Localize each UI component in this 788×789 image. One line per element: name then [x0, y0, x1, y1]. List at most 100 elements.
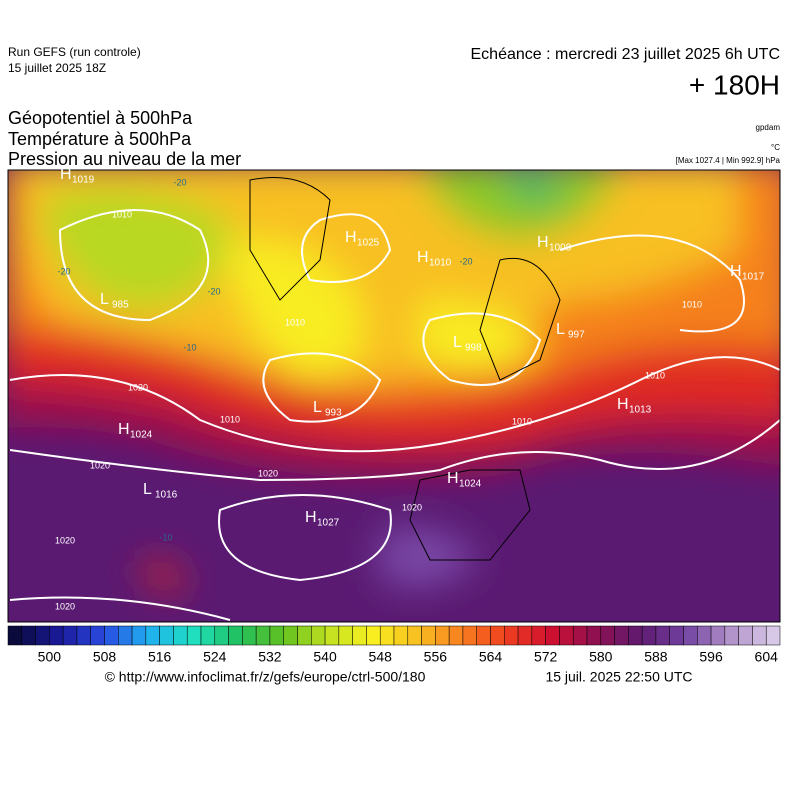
source: © http://www.infoclimat.fr/z/gefs/europe…	[105, 669, 426, 685]
issued: 15 juil. 2025 22:50 UTC	[545, 669, 692, 685]
center-value: 997	[568, 330, 585, 341]
colorbar-swatch	[655, 625, 670, 646]
colorbar-label: 532	[258, 649, 282, 665]
colorbar-label: 596	[699, 649, 723, 665]
center-value: 1016	[155, 490, 178, 501]
colorbar-swatch	[7, 625, 23, 646]
center-letter: L	[143, 481, 152, 498]
colorbar-swatch	[641, 625, 657, 646]
colorbar-swatch	[710, 625, 726, 646]
colorbar-swatch	[586, 625, 602, 646]
center-letter: L	[313, 399, 322, 416]
colorbar-swatch	[683, 625, 698, 646]
colorbar-swatch	[255, 625, 271, 646]
colorbar-swatch	[228, 625, 243, 646]
colorbar-swatch	[669, 625, 684, 646]
map	[8, 170, 780, 622]
center-letter: H	[305, 509, 317, 526]
center-letter: H	[60, 166, 72, 183]
center-letter: H	[118, 421, 130, 438]
lead-time: + 180H	[689, 69, 780, 100]
colorbar-swatch	[738, 625, 753, 646]
unit: gpdam	[756, 123, 781, 132]
colorbar-swatch	[435, 625, 450, 646]
center-value: 1024	[130, 430, 153, 441]
unit: °C	[771, 143, 780, 152]
title: Température à 500hPa	[8, 129, 192, 149]
colorbar-swatch	[283, 625, 298, 646]
colorbar-swatch	[531, 625, 546, 646]
colorbar-swatch	[338, 625, 353, 646]
center-value: 1019	[72, 175, 95, 186]
colorbar-swatch	[62, 625, 78, 646]
colorbar-swatch	[173, 625, 188, 646]
unit: [Max 1027.4 | Min 992.9] hPa	[676, 156, 781, 165]
run: Run GEFS (run controle)	[8, 45, 141, 59]
colorbar-swatch	[407, 625, 422, 646]
colorbar-swatch	[379, 625, 395, 646]
colorbar-swatch	[118, 625, 133, 646]
isobar-label: 1010	[112, 209, 132, 219]
colorbar-label: 500	[38, 649, 62, 665]
colorbar-swatch	[49, 625, 64, 646]
colorbar-label: 572	[534, 649, 558, 665]
colorbar-swatch	[476, 625, 491, 646]
colorbar-label: 508	[93, 649, 117, 665]
center-letter: H	[730, 263, 742, 280]
colorbar-swatch	[104, 625, 119, 646]
center-letter: H	[537, 234, 549, 251]
center-value: 1025	[357, 238, 380, 249]
colorbar-swatch	[145, 625, 160, 646]
colorbar-swatch	[311, 625, 326, 646]
colorbar-label: 548	[369, 649, 393, 665]
isobar-label: 1010	[285, 317, 305, 327]
colorbar-swatch	[352, 625, 367, 646]
colorbar-label: 516	[148, 649, 172, 665]
title: Pression au niveau de la mer	[8, 149, 241, 169]
colorbar-swatch	[90, 625, 105, 646]
valid-time: Echéance : mercredi 23 juillet 2025 6h U…	[471, 46, 781, 63]
colorbar-swatch	[628, 625, 643, 646]
isobar-label: 1020	[55, 535, 75, 545]
map-frame	[7, 169, 781, 623]
center-letter: H	[345, 229, 357, 246]
colorbar-label: 580	[589, 649, 613, 665]
colorbar-swatch	[724, 625, 739, 646]
colorbar-swatch	[572, 625, 588, 646]
colorbar-swatch	[35, 625, 50, 646]
temperature-label: -20	[57, 266, 70, 276]
colorbar-swatch	[200, 625, 216, 646]
colorbar-swatch	[614, 625, 629, 646]
colorbar-swatch	[421, 625, 436, 646]
colorbar-swatch	[765, 625, 781, 646]
run-date: 15 juillet 2025 18Z	[8, 61, 106, 75]
isobar-label: 1010	[682, 299, 702, 309]
center-letter: L	[453, 334, 462, 351]
temperature-label: -10	[159, 532, 172, 542]
colorbar-label: 556	[424, 649, 448, 665]
colorbar-swatch	[131, 625, 147, 646]
colorbar-swatch	[159, 625, 174, 646]
colorbar-label: 524	[203, 649, 227, 665]
colorbar-swatch	[393, 625, 409, 646]
colorbar-swatch	[269, 625, 284, 646]
colorbar-swatch	[366, 625, 381, 646]
temperature-label: -20	[459, 256, 472, 266]
colorbar-swatch	[448, 625, 464, 646]
isobar-label: 1010	[645, 370, 665, 380]
temperature-label: -20	[207, 286, 220, 296]
isobar-label: 1010	[512, 416, 532, 426]
center-letter: H	[447, 470, 459, 487]
center-value: 1008	[549, 243, 572, 254]
colorbar-swatch	[214, 625, 229, 646]
center-letter: L	[100, 291, 109, 308]
colorbar-label: 604	[755, 649, 779, 665]
center-value: 1027	[317, 518, 340, 529]
isobar-label: 1020	[128, 382, 148, 392]
center-value: 1024	[459, 479, 482, 490]
center-letter: L	[556, 321, 565, 338]
colorbar-swatch	[545, 625, 560, 646]
colorbar-swatch	[697, 625, 712, 646]
colorbar-label: 588	[644, 649, 668, 665]
